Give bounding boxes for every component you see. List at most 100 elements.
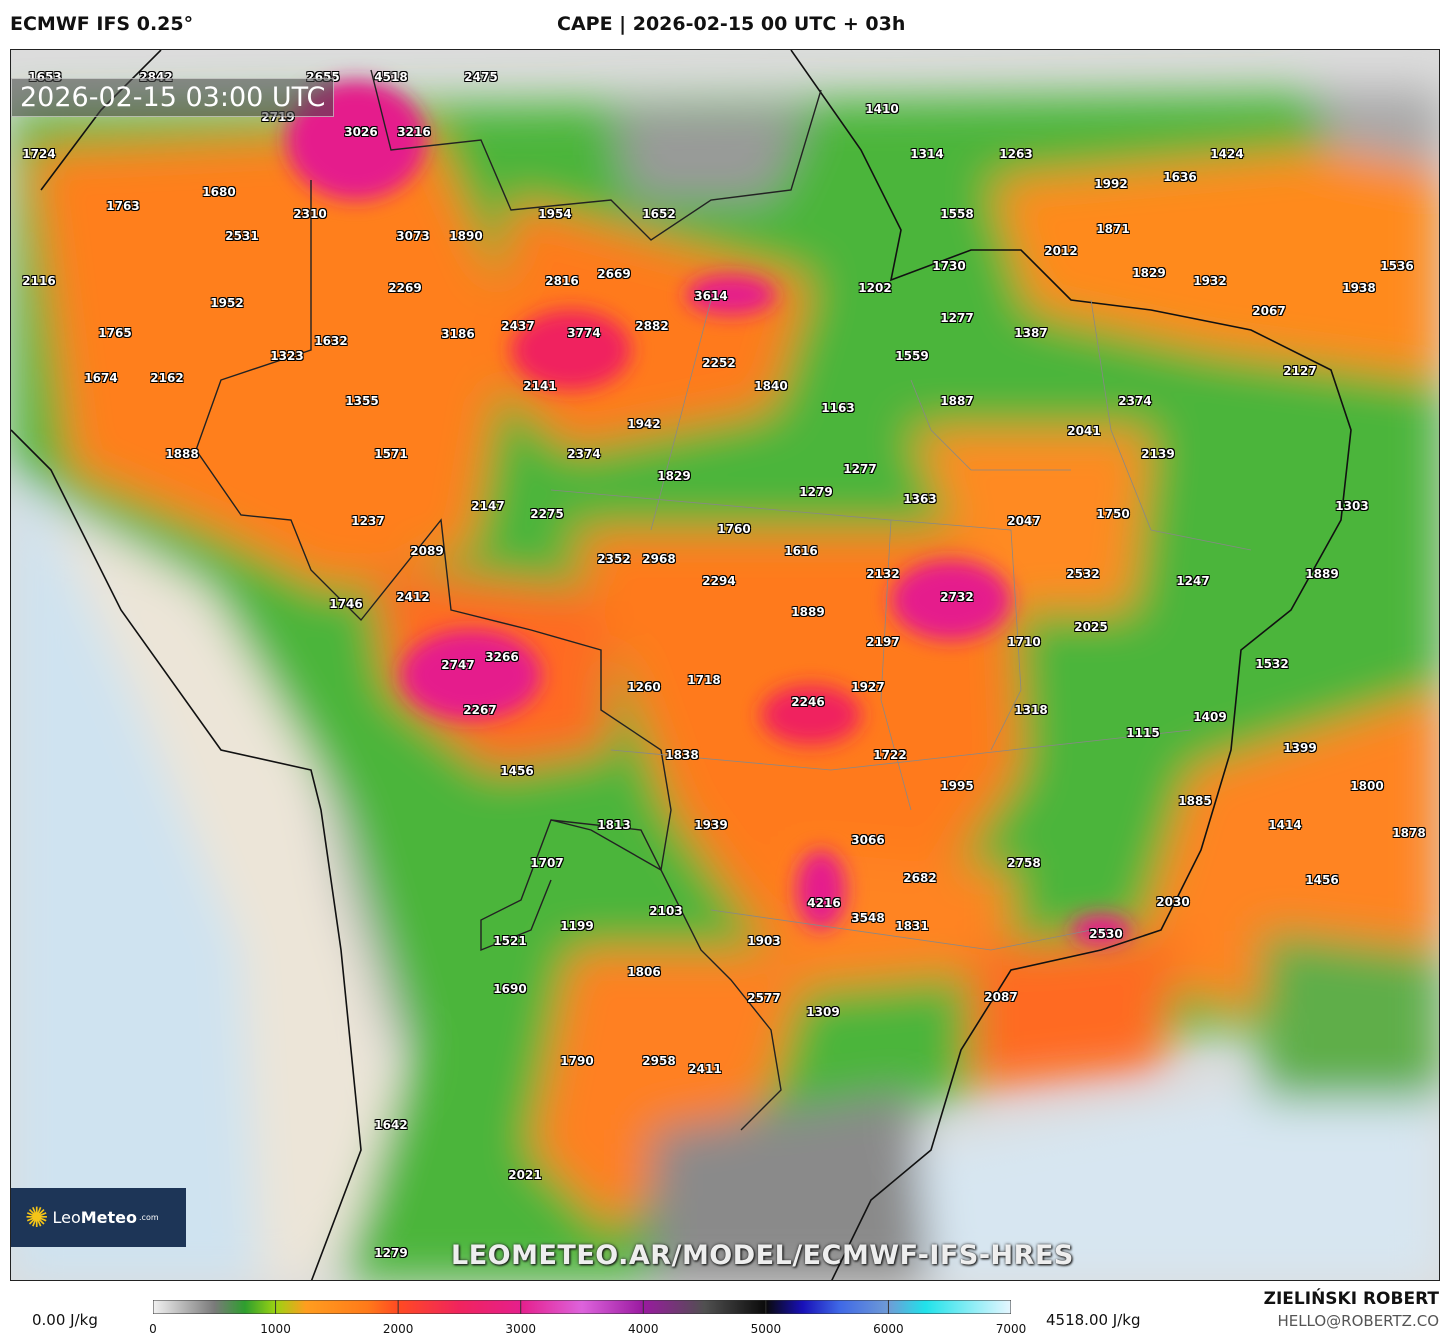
cape-value-label: 1277 bbox=[843, 462, 877, 476]
cape-value-label: 1532 bbox=[1255, 657, 1289, 671]
cape-value-label: 1163 bbox=[821, 401, 855, 415]
cape-value-label: 3774 bbox=[567, 326, 601, 340]
cape-value-label: 2310 bbox=[293, 207, 327, 221]
cape-value-label: 2374 bbox=[567, 447, 601, 461]
cape-value-label: 2882 bbox=[635, 319, 669, 333]
scale-min-label: 0.00 J/kg bbox=[32, 1311, 98, 1329]
cape-value-label: 2669 bbox=[597, 267, 631, 281]
cape-value-label: 2374 bbox=[1118, 394, 1152, 408]
cape-value-label: 3614 bbox=[694, 289, 728, 303]
cape-value-label: 1938 bbox=[1342, 281, 1376, 295]
cape-value-label: 2162 bbox=[150, 371, 184, 385]
scale-tick-label: 7000 bbox=[995, 1322, 1027, 1336]
cape-value-label: 1536 bbox=[1380, 259, 1414, 273]
cape-value-label: 1903 bbox=[747, 934, 781, 948]
cape-value-label: 4518 bbox=[374, 70, 408, 84]
cape-value-label: 1521 bbox=[493, 934, 527, 948]
cape-value-label: 1263 bbox=[999, 147, 1033, 161]
cape-value-label: 2412 bbox=[396, 590, 430, 604]
cape-value-label: 2246 bbox=[791, 695, 825, 709]
cape-value-label: 3066 bbox=[851, 833, 885, 847]
cape-value-label: 2267 bbox=[463, 703, 497, 717]
cape-value-label: 1424 bbox=[1210, 147, 1244, 161]
cape-value-label: 2087 bbox=[984, 990, 1018, 1004]
cape-value-label: 1363 bbox=[903, 492, 937, 506]
cape-value-label: 3216 bbox=[397, 125, 431, 139]
cape-value-label: 2747 bbox=[441, 658, 475, 672]
cape-value-label: 1674 bbox=[84, 371, 118, 385]
scale-tick-label: 5000 bbox=[750, 1322, 782, 1336]
cape-value-label: 1279 bbox=[374, 1246, 408, 1260]
cape-value-label: 2139 bbox=[1141, 447, 1175, 461]
cape-value-label: 2132 bbox=[866, 567, 900, 581]
cape-value-label: 1746 bbox=[329, 597, 363, 611]
cape-value-label: 1115 bbox=[1126, 726, 1160, 740]
cape-value-label: 2252 bbox=[702, 356, 736, 370]
cape-value-label: 3073 bbox=[396, 229, 430, 243]
cape-value-label: 3186 bbox=[441, 327, 475, 341]
cape-value-label: 1992 bbox=[1094, 177, 1128, 191]
cape-value-label: 1680 bbox=[202, 185, 236, 199]
cape-value-label: 1318 bbox=[1014, 703, 1048, 717]
cape-value-label: 1878 bbox=[1392, 826, 1426, 840]
scale-tick-label: 0 bbox=[149, 1322, 157, 1336]
cape-value-label: 2012 bbox=[1044, 244, 1078, 258]
cape-value-label: 1718 bbox=[687, 673, 721, 687]
cape-value-label: 2067 bbox=[1252, 304, 1286, 318]
cape-value-label: 1260 bbox=[627, 680, 661, 694]
cape-value-label: 1199 bbox=[560, 919, 594, 933]
cape-value-label: 2127 bbox=[1283, 364, 1317, 378]
cape-value-label: 1765 bbox=[98, 326, 132, 340]
cape-value-label: 2437 bbox=[501, 319, 535, 333]
cape-value-label: 1571 bbox=[374, 447, 408, 461]
cape-value-label: 1559 bbox=[895, 349, 929, 363]
cape-value-label: 2041 bbox=[1067, 424, 1101, 438]
author-email[interactable]: HELLO@ROBERTZ.CO bbox=[1277, 1312, 1439, 1330]
cape-value-label: 1456 bbox=[500, 764, 534, 778]
cape-value-label: 2021 bbox=[508, 1168, 542, 1182]
state-borders bbox=[550, 299, 1252, 951]
cape-value-label: 2758 bbox=[1007, 856, 1041, 870]
cape-value-label: 2352 bbox=[597, 552, 631, 566]
cape-value-label: 1954 bbox=[538, 207, 572, 221]
color-scale-bar bbox=[153, 1300, 1011, 1314]
cape-value-label: 2197 bbox=[866, 635, 900, 649]
leometeo-logo[interactable]: ✺ LeoMeteo .com bbox=[11, 1188, 186, 1247]
cape-value-label: 2475 bbox=[464, 70, 498, 84]
author-name: ZIELIŃSKI ROBERT bbox=[1263, 1289, 1439, 1309]
cape-value-label: 2530 bbox=[1089, 927, 1123, 941]
cape-value-label: 1724 bbox=[22, 147, 56, 161]
valid-time-label: 2026-02-15 03:00 UTC bbox=[11, 78, 335, 117]
cape-value-label: 3548 bbox=[851, 911, 885, 925]
cape-value-label: 1760 bbox=[717, 522, 751, 536]
cape-value-label: 1942 bbox=[627, 417, 661, 431]
cape-value-label: 2116 bbox=[22, 274, 56, 288]
cape-value-label: 1952 bbox=[210, 296, 244, 310]
cape-value-label: 1303 bbox=[1335, 499, 1369, 513]
source-watermark: LEOMETEO.AR/MODEL/ECMWF-IFS-HRES bbox=[451, 1240, 1074, 1271]
cape-value-label: 1690 bbox=[493, 982, 527, 996]
scale-tick-label: 1000 bbox=[260, 1322, 291, 1336]
cape-value-label: 2294 bbox=[702, 574, 736, 588]
cape-value-label: 1730 bbox=[932, 259, 966, 273]
cape-value-label: 2577 bbox=[747, 991, 781, 1005]
sun-icon: ✺ bbox=[25, 1201, 49, 1234]
cape-value-label: 1309 bbox=[806, 1005, 840, 1019]
cape-value-label: 1387 bbox=[1014, 326, 1048, 340]
scale-tick-label: 6000 bbox=[873, 1322, 904, 1336]
cape-value-label: 1456 bbox=[1305, 873, 1339, 887]
cape-value-label: 1829 bbox=[1132, 266, 1166, 280]
cape-value-label: 1707 bbox=[530, 856, 564, 870]
cape-map[interactable]: 1653 2842 2655 4518 2475 2719 3026 3216 1724 1680… bbox=[10, 49, 1440, 1281]
cape-value-label: 1558 bbox=[940, 207, 974, 221]
map-canvas bbox=[11, 50, 1439, 1280]
logo-suffix: .com bbox=[139, 1213, 159, 1222]
cape-value-label: 1642 bbox=[374, 1118, 408, 1132]
scale-tick-label: 2000 bbox=[382, 1322, 414, 1336]
cape-value-label: 2089 bbox=[410, 544, 444, 558]
cape-value-label: 2047 bbox=[1007, 514, 1041, 528]
cape-value-label: 1632 bbox=[314, 334, 348, 348]
cape-value-label: 1323 bbox=[270, 349, 304, 363]
cape-value-label: 1800 bbox=[1350, 779, 1384, 793]
cape-value-label: 2025 bbox=[1074, 620, 1108, 634]
